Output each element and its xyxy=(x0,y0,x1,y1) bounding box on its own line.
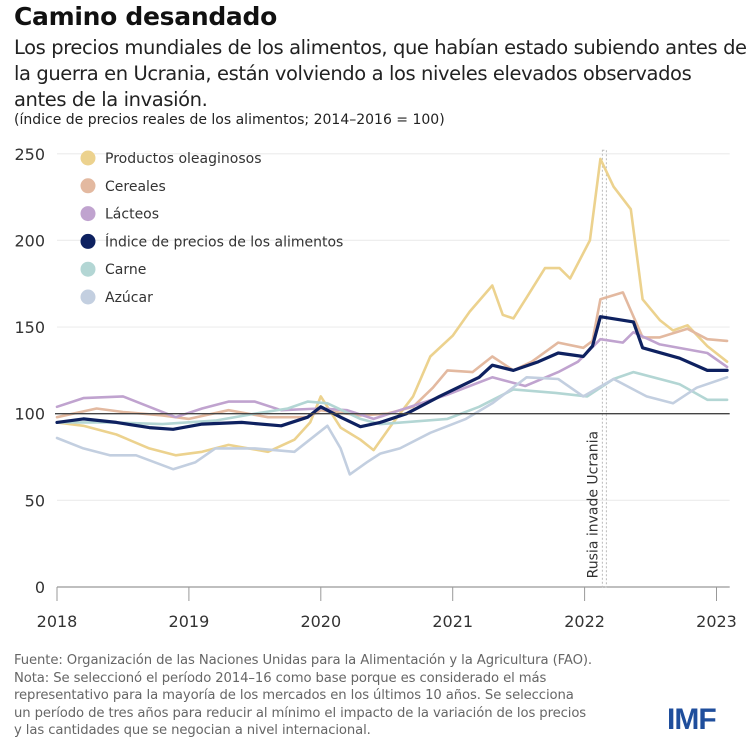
series-line-2 xyxy=(55,330,729,421)
y-tick-label: 100 xyxy=(14,405,45,424)
series-line-5 xyxy=(55,376,729,476)
chart-title: Camino desandado xyxy=(14,2,277,31)
legend-item: Índice de precios de los alimentos xyxy=(80,233,343,250)
legend-item: Carne xyxy=(80,261,146,278)
legend-swatch xyxy=(80,261,96,277)
legend-swatch xyxy=(80,233,96,249)
footnote-line: Nota: Se seleccionó el período 2014–16 c… xyxy=(14,670,547,686)
legend-item: Azúcar xyxy=(80,289,153,306)
legend-label: Cereales xyxy=(105,179,166,195)
legend-swatch xyxy=(80,150,96,166)
y-tick-label: 200 xyxy=(14,231,45,250)
footnote-line: un período de tres años para reducir al … xyxy=(14,705,587,721)
line-chart: 0 50 100 150 200 250 2018 2019 2020 2021 2022 2023 R… xyxy=(14,145,737,631)
footnote-line: y las cantidades que se negocian a nivel… xyxy=(14,723,371,738)
legend-item: Cereales xyxy=(80,178,166,195)
series-line-1 xyxy=(55,291,729,421)
series-line-0 xyxy=(55,157,729,457)
legend-item: Productos oleaginosos xyxy=(80,150,261,167)
legend-swatch xyxy=(80,178,96,194)
x-tick-label: 2019 xyxy=(169,612,210,631)
y-tick-label: 0 xyxy=(35,578,45,597)
legend-label: Índice de precios de los alimentos xyxy=(105,233,343,250)
legend-swatch xyxy=(80,206,96,222)
footnote: Fuente: Organización de las Naciones Uni… xyxy=(14,652,674,740)
y-tick-label: 250 xyxy=(14,145,45,164)
y-tick-label: 50 xyxy=(25,491,45,510)
legend-label: Lácteos xyxy=(105,207,159,223)
x-tick-label: 2021 xyxy=(432,612,473,631)
invasion-annotation-label: Rusia invade Ucrania xyxy=(585,431,601,578)
footnote-line: representativo para la mayoría de los me… xyxy=(14,688,574,703)
legend-item: Lácteos xyxy=(80,206,159,223)
imf-logo: IMF xyxy=(667,703,717,736)
invasion-marker-line xyxy=(601,149,607,588)
series-line-4 xyxy=(55,370,729,426)
legend-label: Carne xyxy=(105,262,146,278)
chart-unit-note: (índice de precios reales de los aliment… xyxy=(14,112,445,128)
chart-subtitle: Los precios mundiales de los alimentos, … xyxy=(14,36,747,111)
legend-label: Azúcar xyxy=(105,290,153,306)
series-line-3 xyxy=(55,315,729,431)
legend-label: Productos oleaginosos xyxy=(105,151,261,167)
x-tick-label: 2018 xyxy=(37,612,78,631)
x-tick-label: 2022 xyxy=(564,612,605,631)
legend-swatch xyxy=(80,289,96,305)
x-tick-label: 2023 xyxy=(696,612,737,631)
x-tick-label: 2020 xyxy=(300,612,341,631)
footnote-source: Fuente: Organización de las Naciones Uni… xyxy=(14,653,592,668)
y-tick-label: 150 xyxy=(14,318,45,337)
